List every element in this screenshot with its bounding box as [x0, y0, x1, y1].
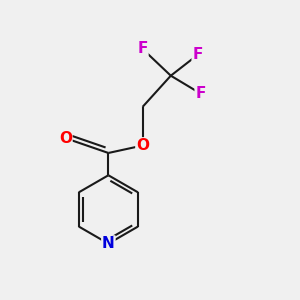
Text: O: O [59, 130, 72, 146]
Text: F: F [137, 41, 148, 56]
Text: O: O [136, 138, 149, 153]
Text: F: F [195, 86, 206, 101]
Text: N: N [102, 236, 115, 251]
Text: F: F [192, 47, 203, 62]
